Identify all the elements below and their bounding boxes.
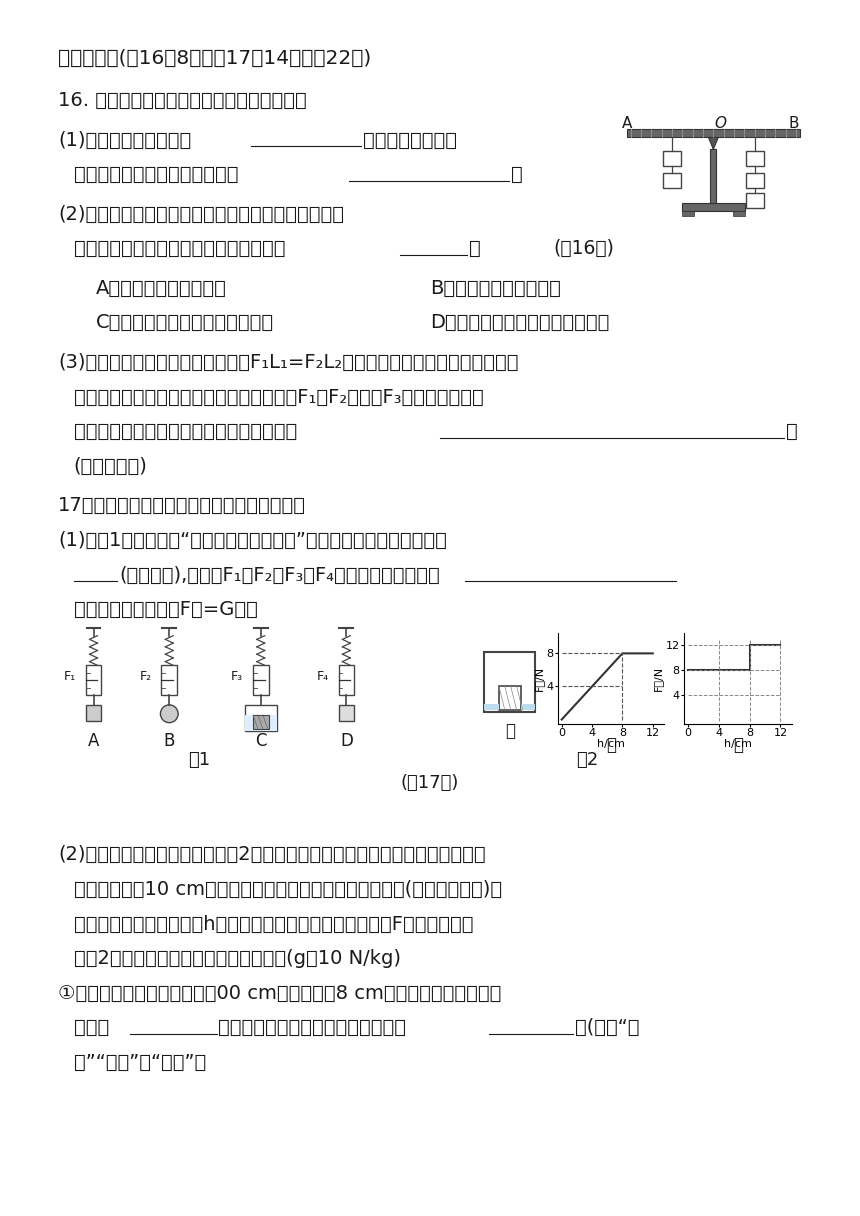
Text: C．把左右两侧钩码同时向左移动: C．把左右两侧钩码同时向左移动 (95, 314, 273, 332)
Text: 17．物理兴趣小组同学探究浮力的有关问题。: 17．物理兴趣小组同学探究浮力的有关问题。 (58, 496, 306, 516)
Bar (663, 151, 681, 167)
Bar (746, 151, 764, 167)
Bar (484, 704, 499, 710)
Text: 四、实验题(第16题8分，第17题14分，共22分): 四、实验题(第16题8分，第17题14分，共22分) (58, 49, 372, 67)
Bar (245, 715, 277, 731)
Bar (733, 210, 745, 215)
Text: A．只把右侧钩码向右移: A．只把右侧钩码向右移 (95, 278, 226, 298)
Text: B: B (163, 732, 175, 749)
Text: (1)如图1所示为探究“浮力的大小等于什么”的实验。操作的合理顺序是: (1)如图1所示为探究“浮力的大小等于什么”的实验。操作的合理顺序是 (58, 531, 447, 550)
Bar (484, 653, 535, 711)
Text: 成立，则可得出结论F浮=G排。: 成立，则可得出结论F浮=G排。 (74, 599, 258, 619)
Bar (499, 686, 520, 710)
Text: (只填字母),若图中F₁、F₂、F₃、F₄四个力之间的关系式: (只填字母),若图中F₁、F₂、F₃、F₄四个力之间的关系式 (119, 565, 439, 585)
Text: (第16题): (第16题) (553, 240, 614, 258)
Text: 大”“变小”或“不变”）: 大”“变小”或“不变”） (74, 1053, 206, 1071)
Bar (253, 715, 268, 728)
Text: 甲: 甲 (505, 721, 514, 739)
Text: 。(均填“变: 。(均填“变 (574, 1018, 639, 1037)
Text: 。: 。 (470, 240, 481, 258)
Text: (1)实验前调节杠杆上的: (1)实验前调节杠杆上的 (58, 130, 192, 150)
Text: 如图2乙所示的图像。请解答下列问题：(g取10 N/kg): 如图2乙所示的图像。请解答下列问题：(g取10 N/kg) (74, 948, 401, 968)
Text: 杠杆尽快平衡，下列做法正确且合理的是: 杠杆尽快平衡，下列做法正确且合理的是 (74, 240, 286, 258)
Bar (746, 173, 764, 187)
Text: F₄: F₄ (316, 670, 329, 683)
Text: 16. 用如图所示的器材探究杠杆的平衡条件。: 16. 用如图所示的器材探究杠杆的平衡条件。 (58, 91, 307, 109)
Bar (86, 665, 101, 696)
Text: F₃: F₃ (231, 670, 243, 683)
Text: A: A (88, 732, 99, 749)
Bar (682, 203, 745, 210)
Text: 乙: 乙 (606, 736, 616, 754)
Text: D: D (340, 732, 353, 749)
Text: 。: 。 (511, 165, 522, 184)
Text: C: C (255, 732, 267, 749)
Text: (第17题): (第17题) (401, 775, 459, 792)
Text: 的浮力: 的浮力 (74, 1018, 109, 1037)
Text: ，这一过程中物块对容器底部的压强: ，这一过程中物块对容器底部的压强 (218, 1018, 407, 1037)
Bar (245, 705, 277, 731)
Text: 图2: 图2 (576, 751, 599, 770)
Text: 放一个棱长为10 cm的正方体物块，然后逐渐向容器中倒水(水始终未溢出)。: 放一个棱长为10 cm的正方体物块，然后逐渐向容器中倒水(水始终未溢出)。 (74, 880, 502, 899)
Text: F₁: F₁ (64, 670, 76, 683)
Text: B．只把左侧钩码向左移: B．只把左侧钩码向左移 (430, 278, 561, 298)
Text: 通过测量容器中水的深度h，分别计算出该物块所受到的浮力F浮，并绘制了: 通过测量容器中水的深度h，分别计算出该物块所受到的浮力F浮，并绘制了 (74, 914, 473, 934)
Text: A: A (622, 116, 632, 130)
Text: 图1: 图1 (187, 751, 210, 770)
Text: 的效果互相抗消。据此，如果杠杆受到动力F₁、F₂和阻力F₃三个力的作用，: 的效果互相抗消。据此，如果杠杆受到动力F₁、F₂和阻力F₃三个力的作用， (74, 388, 483, 406)
Bar (746, 193, 764, 208)
Text: (3)杠杆在两个力的作用下平衡时，F₁L₁=F₂L₂，此时动力作用的效果与阻力作用: (3)杠杆在两个力的作用下平衡时，F₁L₁=F₂L₂，此时动力作用的效果与阻力作… (58, 353, 519, 372)
Bar (339, 665, 354, 696)
Bar (520, 704, 535, 710)
Text: (用公式表达): (用公式表达) (74, 457, 148, 475)
Text: O: O (715, 116, 726, 130)
Text: F₂: F₂ (139, 670, 151, 683)
Text: B: B (789, 116, 799, 130)
Text: (2)在已经平衡的杠杆的左侧钉码下加挂钉码，为了使: (2)在已经平衡的杠杆的左侧钉码下加挂钉码，为了使 (58, 204, 344, 224)
Bar (627, 129, 800, 137)
Text: 。: 。 (786, 422, 798, 441)
Bar (682, 210, 694, 215)
Text: 杠杆的平衡条件是什么呢？请你提出猜想：: 杠杆的平衡条件是什么呢？请你提出猜想： (74, 422, 297, 441)
Bar (710, 150, 716, 204)
Bar (339, 705, 354, 721)
Text: ①分析图像可知，水的深度甁00 cm逐渐增加到8 cm前的过程中，物块受到: ①分析图像可知，水的深度甁00 cm逐渐增加到8 cm前的过程中，物块受到 (58, 984, 501, 1003)
Bar (663, 173, 681, 187)
Circle shape (161, 705, 178, 722)
Bar (162, 665, 177, 696)
Bar (253, 665, 268, 696)
Text: ，使杠杆在不挂钉: ，使杠杆在不挂钉 (363, 130, 458, 150)
Polygon shape (709, 137, 718, 150)
Text: (2)为探究浮力的有关问题。如图2甲所示，在一个圆柱形薄壁玻璃容器的底部，: (2)为探究浮力的有关问题。如图2甲所示，在一个圆柱形薄壁玻璃容器的底部， (58, 845, 486, 865)
Text: D．把左右两侧钩码同时向右移动: D．把左右两侧钩码同时向右移动 (430, 314, 610, 332)
Text: 丙: 丙 (733, 736, 743, 754)
Text: 码时，保持水平静止，这是为了: 码时，保持水平静止，这是为了 (74, 165, 238, 184)
Bar (86, 705, 101, 721)
